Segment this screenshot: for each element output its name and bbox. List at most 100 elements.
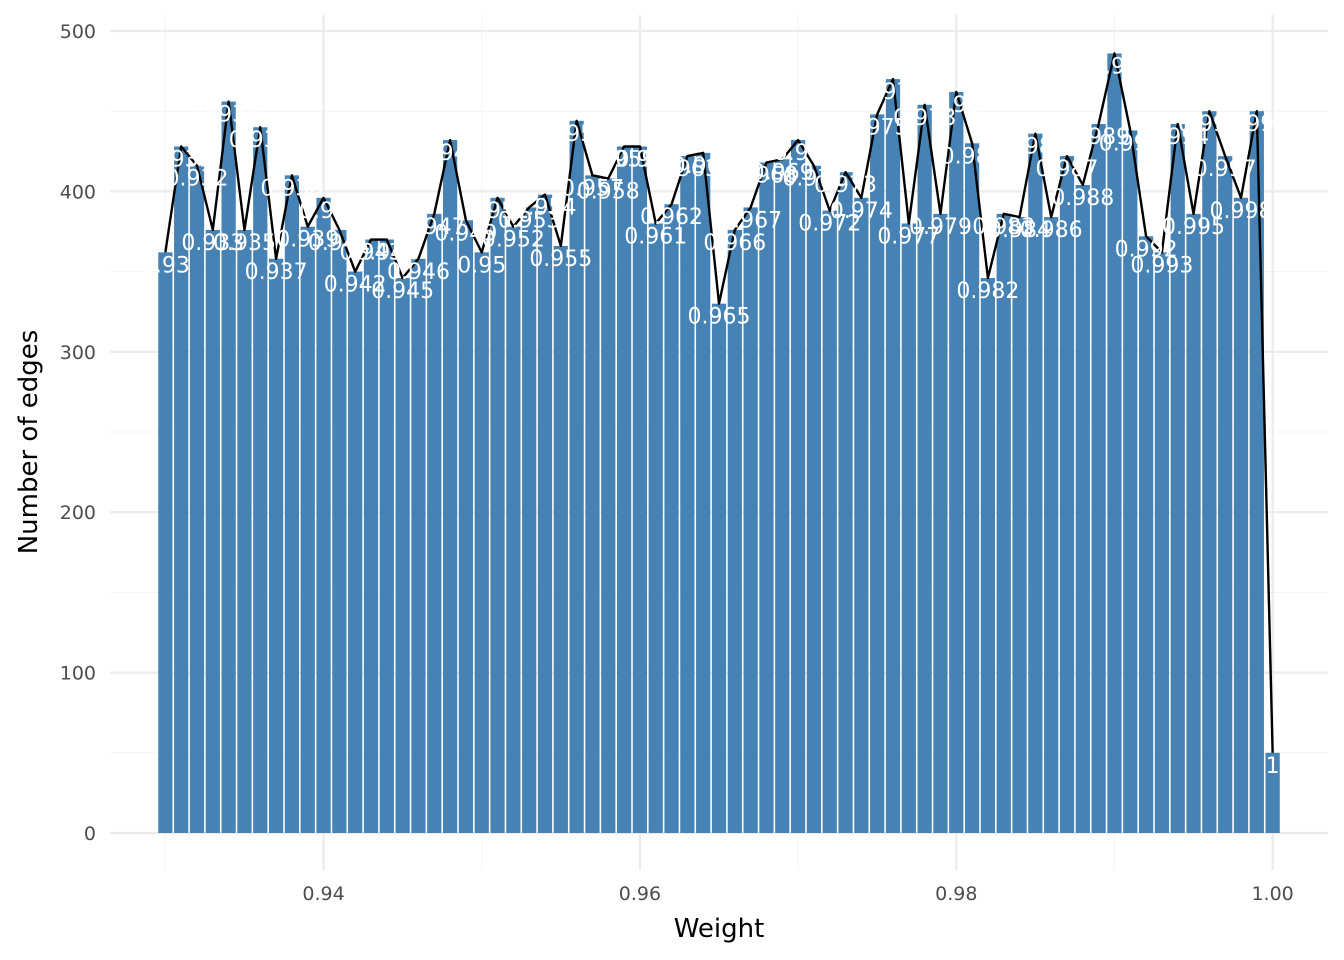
bar-label: 0.942 (324, 273, 387, 298)
bar (1170, 124, 1185, 834)
bar (1028, 133, 1043, 833)
bar-label: 0.994 (1146, 125, 1209, 150)
bar (1012, 217, 1027, 834)
bar (711, 303, 727, 833)
bar (553, 245, 568, 833)
bar (300, 226, 315, 834)
bar (1059, 156, 1075, 833)
bar-label: 0.934 (197, 103, 260, 128)
bar-label: 0.967 (719, 208, 782, 233)
bar-label: 0.98 (932, 93, 981, 118)
bar-label: 0.971 (782, 167, 845, 192)
bar (680, 156, 695, 833)
bar-label: 0.999 (1225, 112, 1288, 137)
bar-label: 0.983 (972, 215, 1035, 240)
bar-label: 0.986 (1020, 218, 1083, 243)
bar (411, 258, 426, 833)
bar (1202, 111, 1217, 833)
bar (885, 79, 901, 834)
bar (822, 210, 837, 833)
bar (1154, 252, 1170, 834)
bar-label: 0.993 (1130, 253, 1193, 278)
bar (537, 194, 553, 833)
bar (601, 178, 616, 833)
bar (727, 229, 742, 833)
bar-label: 0.99 (1090, 54, 1139, 79)
bar-label: 0.955 (529, 247, 592, 272)
bar-label: 0.962 (640, 205, 703, 230)
bar-label: 0.956 (545, 122, 608, 147)
bar (632, 146, 648, 833)
bar-label: 0.995 (1162, 215, 1225, 240)
bar (237, 229, 252, 833)
bar (522, 207, 537, 833)
bar (253, 127, 268, 834)
bar (569, 120, 584, 834)
bar (980, 278, 996, 833)
bar (585, 175, 600, 834)
bar-label: 0.958 (577, 180, 640, 205)
bar (348, 271, 363, 834)
bar (696, 152, 711, 834)
bar-label: 0.96 (615, 147, 664, 172)
y-tick-label: 400 (60, 181, 96, 203)
bar-label: 0.987 (1036, 157, 1099, 182)
y-tick-label: 300 (60, 342, 96, 364)
bar-label: 0.946 (387, 260, 450, 285)
x-axis-ticks: 0.94 0.96 0.98 1.00 (302, 883, 1293, 905)
y-axis-title: Number of edges (14, 330, 44, 555)
bar (949, 91, 964, 833)
bar (743, 207, 758, 833)
bar-label: 0.948 (419, 141, 482, 166)
bar-label: 0.975 (846, 115, 909, 140)
bar-label: 0.969 (751, 160, 814, 185)
bar (1186, 213, 1201, 833)
bar (506, 226, 521, 834)
bar (158, 252, 173, 834)
bar-label: 0.936 (229, 128, 292, 153)
bar (474, 252, 489, 834)
bar (664, 204, 679, 833)
bar-label: 0.959 (593, 147, 656, 172)
y-tick-label: 500 (60, 21, 96, 43)
bar-label: 0.944 (355, 241, 418, 266)
bar-label: 0.94 (299, 199, 348, 224)
y-tick-label: 200 (60, 502, 96, 524)
bar-label: 0.976 (862, 80, 925, 105)
bar-label: 0.977 (877, 224, 940, 249)
bar-label: 0.951 (466, 199, 529, 224)
bar (363, 239, 379, 833)
bar-label: 0.935 (213, 231, 276, 256)
bar (759, 162, 774, 833)
bar (996, 213, 1011, 833)
bar (1107, 53, 1122, 834)
bar-label: 0.953 (498, 208, 561, 233)
bar (189, 165, 205, 834)
bar (1218, 156, 1233, 833)
bar-label: 0.998 (1210, 199, 1273, 224)
bar (790, 140, 806, 833)
bar (458, 220, 474, 834)
bar-label: 0.949 (434, 221, 497, 246)
bar-label: 0.945 (371, 279, 434, 304)
bar (870, 114, 885, 833)
bar (1123, 130, 1138, 833)
bar-label: 0.941 (308, 231, 371, 256)
bar (1233, 197, 1249, 834)
bar-label: 0.957 (561, 176, 624, 201)
bar-label: 0.947 (403, 215, 466, 240)
bar-label: 0.95 (457, 253, 506, 278)
bar (268, 258, 284, 833)
bar-label: 0.952 (482, 228, 545, 253)
bar-label: 0.937 (245, 260, 308, 285)
bar (1044, 217, 1059, 834)
bar (1075, 184, 1090, 833)
bar-label: 0.981 (941, 144, 1004, 169)
bar-label: 0.966 (703, 231, 766, 256)
bar (221, 101, 236, 834)
bar (205, 229, 220, 833)
bar-label: 0.964 (672, 154, 735, 179)
bar (427, 213, 442, 833)
